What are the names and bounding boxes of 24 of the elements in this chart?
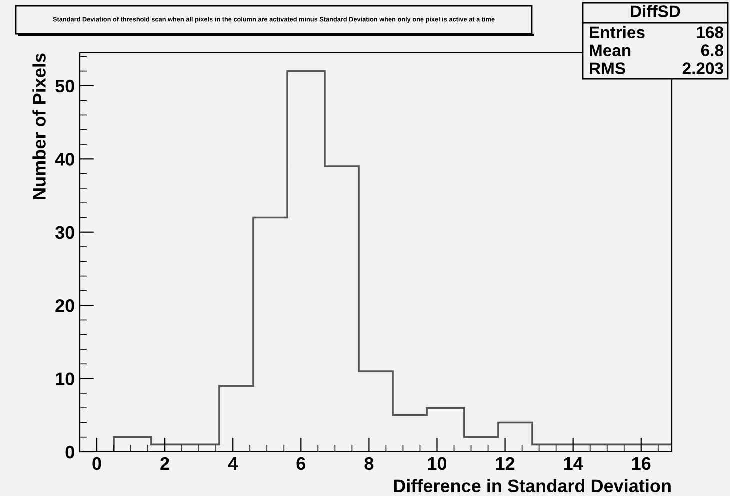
x-axis-title: Difference in Standard Deviation (394, 479, 671, 493)
x-tick-label: 6 (296, 457, 306, 470)
text: 168 (697, 26, 724, 38)
y-tick-label: 50 (56, 80, 74, 93)
x-tick-label: 2 (160, 457, 170, 470)
y-tick-label: 0 (66, 446, 74, 459)
y-axis-title: Number of Pixels (32, 54, 46, 200)
annotation: Mean (590, 44, 631, 56)
x-tick-label: 10 (428, 457, 447, 470)
text: 6.8 (701, 44, 724, 56)
x-tick-label: 4 (228, 458, 238, 470)
y-tick-label: 20 (56, 300, 74, 312)
y-tick-label: 10 (56, 372, 74, 386)
annotation: RMS (590, 62, 626, 74)
text: Entries (590, 26, 645, 38)
x-tick-label: 16 (632, 457, 651, 470)
y-tick-label: 30 (55, 226, 74, 240)
x-tick-label: 12 (496, 457, 515, 470)
x-tick-label: 0 (92, 457, 102, 470)
y-tick-label: 40 (55, 153, 74, 166)
x-tick-label: 14 (564, 458, 584, 470)
x-tick-label: 8 (364, 457, 374, 470)
text: DiffSD (631, 5, 680, 18)
text: 2.203 (682, 62, 724, 74)
